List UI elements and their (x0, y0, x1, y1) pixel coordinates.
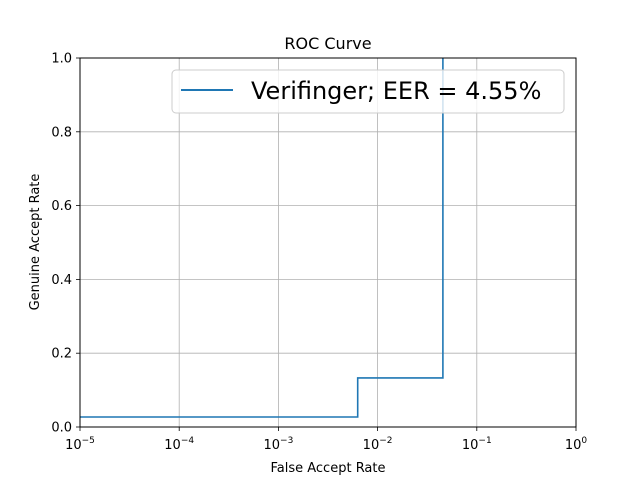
y-axis-label: Genuine Accept Rate (28, 174, 43, 311)
y-axis-ticks: 0.0 0.2 0.4 0.6 0.8 1.0 (51, 52, 80, 436)
x-tick-label: 10−1 (462, 436, 492, 453)
x-axis-label: False Accept Rate (270, 461, 385, 476)
grid-lines (79, 57, 577, 428)
y-tick-label: 1.0 (51, 52, 72, 67)
series-layer (80, 58, 444, 418)
series-line (80, 58, 444, 418)
x-axis-ticks: 10−5 10−4 10−3 10−2 10−1 100 (65, 427, 587, 453)
y-tick-label: 0.0 (51, 421, 72, 436)
y-tick-label: 0.2 (51, 347, 72, 362)
x-tick-label: 10−2 (363, 436, 393, 453)
x-tick-label: 100 (565, 436, 588, 453)
x-tick-label: 10−3 (263, 436, 293, 453)
y-tick-label: 0.6 (51, 199, 72, 214)
chart-title: ROC Curve (284, 34, 371, 53)
legend: Verifinger; EER = 4.55% (171, 69, 565, 114)
plot-frame (79, 57, 577, 428)
y-tick-label: 0.4 (51, 273, 72, 288)
legend-box (171, 69, 565, 114)
legend-entry-label: Verifinger; EER = 4.55% (251, 77, 541, 105)
y-tick-label: 0.8 (51, 125, 72, 140)
x-tick-label: 10−5 (65, 436, 95, 453)
x-tick-label: 10−4 (164, 436, 194, 453)
